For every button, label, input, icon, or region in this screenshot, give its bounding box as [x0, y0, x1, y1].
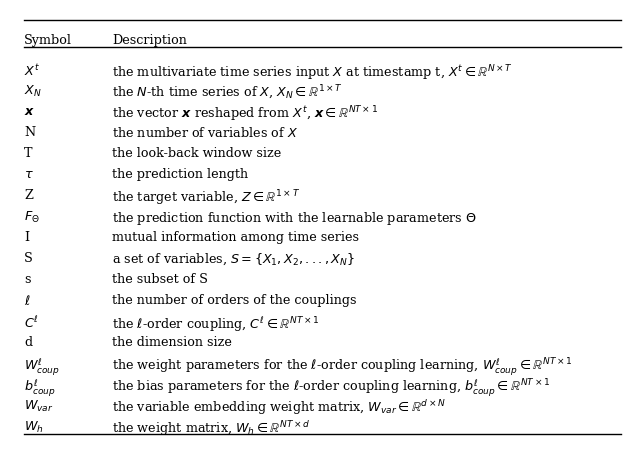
Text: the subset of S: the subset of S [112, 272, 208, 285]
Text: the $N$-th time series of $X$, $X_N \in \mathbb{R}^{1\times T}$: the $N$-th time series of $X$, $X_N \in … [112, 84, 343, 102]
Text: I: I [24, 230, 29, 243]
Text: the number of variables of $X$: the number of variables of $X$ [112, 126, 298, 140]
Text: $F_\Theta$: $F_\Theta$ [24, 209, 40, 224]
Text: S: S [24, 251, 33, 264]
Text: $X_N$: $X_N$ [24, 84, 42, 99]
Text: N: N [24, 126, 36, 139]
Text: the bias parameters for the $\ell$-order coupling learning, $b^\ell_{coup} \in \: the bias parameters for the $\ell$-order… [112, 377, 550, 398]
Text: the prediction function with the learnable parameters $\Theta$: the prediction function with the learnab… [112, 209, 477, 226]
Text: $W^\ell_{coup}$: $W^\ell_{coup}$ [24, 356, 60, 377]
Text: s: s [24, 272, 31, 285]
Text: d: d [24, 335, 33, 348]
Text: the multivariate time series input $X$ at timestamp t, $X^t \in \mathbb{R}^{N\ti: the multivariate time series input $X$ a… [112, 63, 513, 82]
Text: the dimension size: the dimension size [112, 335, 232, 348]
Text: the prediction length: the prediction length [112, 167, 248, 181]
Text: $C^\ell$: $C^\ell$ [24, 314, 39, 330]
Text: the vector $\boldsymbol{x}$ reshaped from $X^t$, $\boldsymbol{x} \in \mathbb{R}^: the vector $\boldsymbol{x}$ reshaped fro… [112, 105, 378, 124]
Text: $\boldsymbol{x}$: $\boldsymbol{x}$ [24, 105, 35, 118]
Text: $\ell$: $\ell$ [24, 293, 31, 307]
Text: Description: Description [112, 34, 187, 47]
Text: a set of variables, $S = \{X_1, X_2, ..., X_N\}$: a set of variables, $S = \{X_1, X_2, ...… [112, 251, 355, 267]
Text: T: T [24, 147, 33, 160]
Text: Symbol: Symbol [24, 34, 72, 47]
Text: the $\ell$-order coupling, $C^\ell \in \mathbb{R}^{NT\times 1}$: the $\ell$-order coupling, $C^\ell \in \… [112, 314, 319, 333]
Text: the number of orders of the couplings: the number of orders of the couplings [112, 293, 356, 306]
Text: $X^t$: $X^t$ [24, 63, 40, 78]
Text: $W_h$: $W_h$ [24, 419, 44, 434]
Text: mutual information among time series: mutual information among time series [112, 230, 359, 243]
Text: the target variable, $Z \in \mathbb{R}^{1\times T}$: the target variable, $Z \in \mathbb{R}^{… [112, 188, 300, 208]
Text: the weight matrix, $W_h \in \mathbb{R}^{NT\times d}$: the weight matrix, $W_h \in \mathbb{R}^{… [112, 419, 310, 437]
Text: the weight parameters for the $\ell$-order coupling learning, $W^\ell_{coup} \in: the weight parameters for the $\ell$-ord… [112, 356, 572, 377]
Text: $W_{var}$: $W_{var}$ [24, 398, 54, 413]
Text: the look-back window size: the look-back window size [112, 147, 281, 160]
Text: the variable embedding weight matrix, $W_{var} \in \mathbb{R}^{d\times N}$: the variable embedding weight matrix, $W… [112, 398, 446, 416]
Text: $\tau$: $\tau$ [24, 167, 34, 181]
Text: Z: Z [24, 188, 33, 202]
Text: $b^\ell_{coup}$: $b^\ell_{coup}$ [24, 377, 56, 398]
